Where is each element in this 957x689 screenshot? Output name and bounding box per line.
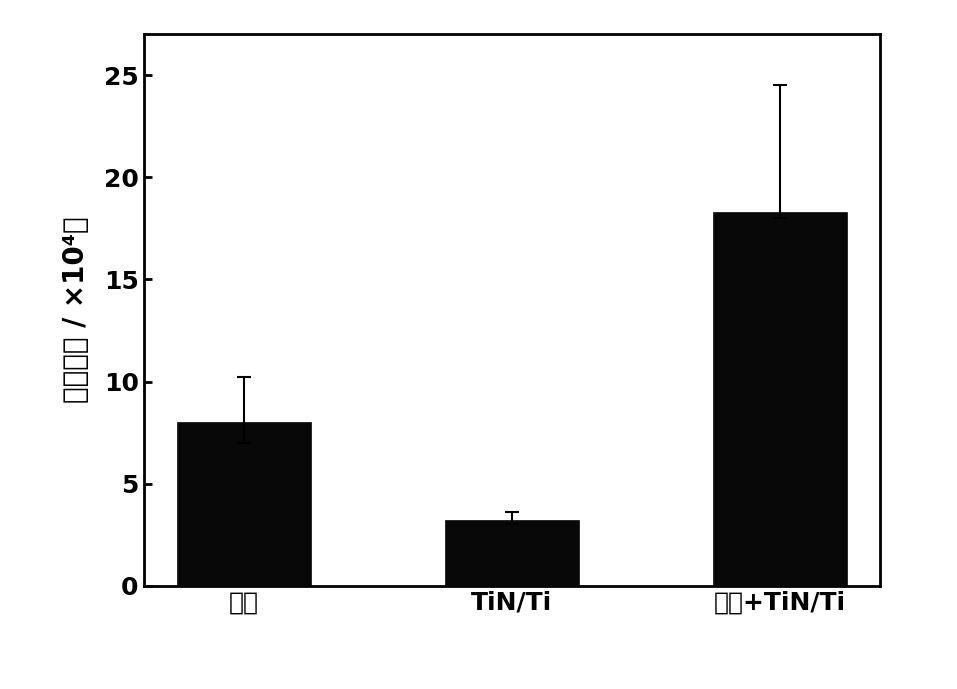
- Bar: [177, 422, 311, 586]
- Bar: [445, 520, 579, 586]
- Bar: [713, 212, 847, 586]
- Y-axis label: 疲劳寿命 / ×10⁴次: 疲劳寿命 / ×10⁴次: [62, 217, 90, 403]
